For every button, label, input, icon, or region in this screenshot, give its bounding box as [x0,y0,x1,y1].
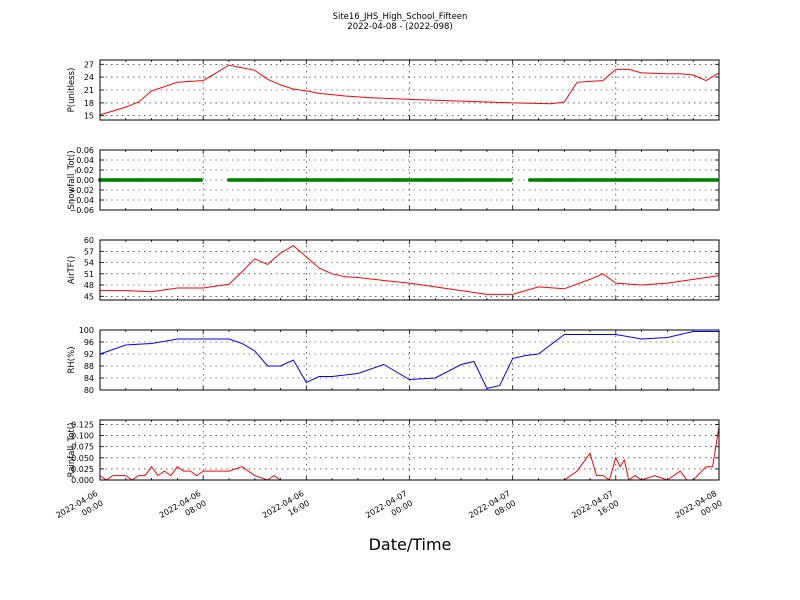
panel-5-ytick-label: 0.125 [71,420,94,429]
panel-3-ytick-label: 57 [84,247,94,256]
panel-2-ytick-label: 0.06 [76,146,94,155]
panel-4-ytick-label: 100 [79,326,94,335]
snowfall-point [199,178,204,182]
panel-2-ytick-label: 0.04 [76,156,94,165]
panel-4-ytick-label: 88 [84,362,94,371]
panel-4-ytick-label: 92 [84,350,94,359]
panel-2-ytick-label: 0.02 [76,166,94,175]
panel-4-ytick-label: 84 [84,374,94,383]
x-axis-label: Date/Time [369,535,452,554]
panel-3-y-label: AirTF() [67,256,77,284]
panel-5-y-label: Rainfall_Tot() [67,423,77,478]
panel-2-ytick-label: −0.02 [69,186,94,195]
panel-5-ytick-label: 0.025 [71,465,94,474]
panel-4-series-line [99,331,719,390]
panel-3-ytick-label: 60 [84,236,94,245]
panel-1-ytick-label: 27 [84,60,94,69]
panel-3-series-line [100,244,720,295]
panel-2-series-points [98,178,719,182]
panel-4-ytick-label: 96 [84,338,94,347]
panel-5-frame [99,419,720,481]
panel-5-ytick-label: 0.050 [71,454,94,463]
panel-1-ytick-label: 21 [84,86,94,95]
panel-2-frame [99,149,720,211]
panel-2-ytick-label: 0.00 [76,176,94,185]
panel-3-ytick-label: 45 [84,292,94,301]
panel-1-ytick-label: 15 [84,112,94,121]
panel-5-ytick-label: 0.000 [71,476,94,485]
panel-5-ytick-label: 0.075 [71,443,94,452]
panel-3-ytick-label: 54 [84,259,94,268]
panel-2-y-label: Snowfall_Tot() [67,150,77,209]
panel-2-ytick-label: −0.04 [69,196,94,205]
panel-4-ytick-label: 80 [84,386,94,395]
panel-4-y-label: RH(%) [67,346,77,373]
panel-1-ytick-label: 24 [84,73,94,82]
panel-5: 0.000 0.025 0.050 0.075 0.100 0.125Rainfall_T… [67,419,720,485]
figure-title: Site16_JHS_High_School_Fifteen [333,12,468,22]
panel-4: 80 84 88 92 96 100 RH(%) [67,326,720,395]
panel-4-frame [99,329,720,391]
figure-subtitle: 2022-04-08 - (2022-098) [347,22,452,32]
panel-3-ytick-label: 48 [84,281,94,290]
panel-5-ytick-label: 0.100 [71,432,94,441]
panel-2-ytick-label: −0.06 [69,206,94,215]
panels: 1518212427P(unitless)−0.06−0.04−0.020.00… [67,59,720,485]
panel-1-ytick-label: 18 [84,99,94,108]
panel-3-ytick-label: 51 [84,270,94,279]
panel-1: 15 18 21 24 27 P(unitless) [67,59,720,121]
panel-3-frame [99,239,720,301]
panel-1-y-label: P(unitless) [67,68,77,113]
snowfall-point [508,178,513,182]
panel-3: 45 48 51 54 57 60 AirTF() [67,236,720,301]
panel-1-frame [99,59,720,121]
panel-1-series-line [99,64,720,116]
panel-2: −0.06−0.04−0.020.000.020.040.06Snowfall_… [67,146,720,215]
snowfall-point [715,178,719,182]
